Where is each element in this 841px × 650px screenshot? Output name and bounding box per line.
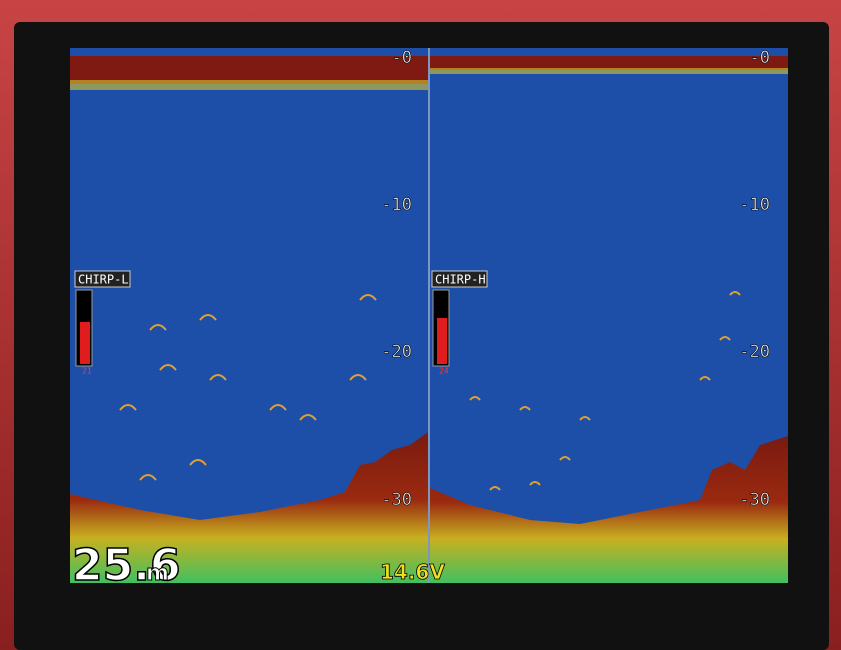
surface-band [430,56,788,70]
depth-readout: 25.6 [72,540,181,591]
mode-box [74,270,131,288]
fish-echoes [119,291,741,491]
gain-label: 21 [82,367,92,376]
surface-band [70,80,428,90]
depth-tick: -10 [381,195,412,215]
depth-tick: -20 [381,342,412,362]
mode-label: CHIRP-H [435,273,486,287]
seabed [430,436,788,583]
depth-tick: -0 [392,48,412,68]
voltage-readout: 14.6V [380,560,445,584]
surface-band [430,68,788,74]
surface-band [70,56,428,84]
depth-unit: m [146,561,169,586]
depth-tick: -10 [739,195,770,215]
gain-label: 24 [439,367,449,376]
depth-tick: -0 [750,48,770,68]
depth-tick: -30 [381,490,412,510]
gain-fill [80,322,90,364]
depth-tick: -30 [739,490,770,510]
depth-tick: -20 [739,342,770,362]
gain-fill [437,318,447,364]
mode-label: CHIRP-L [78,273,129,287]
seabed [70,432,428,583]
mode-box [431,270,488,288]
